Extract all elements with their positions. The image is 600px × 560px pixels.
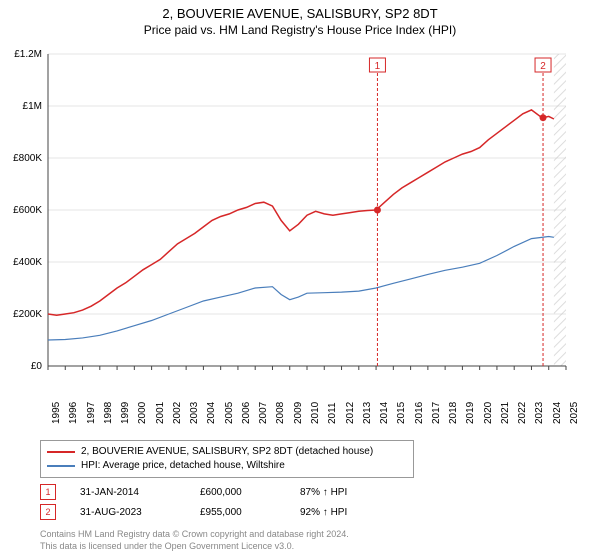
x-tick-label: 2018 — [448, 402, 459, 424]
marker-price: £955,000 — [200, 507, 300, 518]
x-axis-ticks: 1995 1996 1997 1998 1999 2000 2001 2002 2003 2004… — [6, 388, 594, 448]
svg-text:£200K: £200K — [13, 309, 42, 320]
x-tick-label: 2011 — [327, 402, 338, 424]
chart-title: 2, BOUVERIE AVENUE, SALISBURY, SP2 8DT — [0, 0, 600, 21]
x-tick-label: 2013 — [362, 402, 373, 424]
legend: 2, BOUVERIE AVENUE, SALISBURY, SP2 8DT (… — [40, 440, 414, 478]
x-tick-label: 2024 — [552, 402, 563, 424]
svg-text:£800K: £800K — [13, 153, 42, 164]
marker-badge: 1 — [40, 484, 56, 500]
legend-label: HPI: Average price, detached house, Wilt… — [81, 459, 285, 473]
x-tick-label: 2019 — [465, 402, 476, 424]
x-tick-label: 1998 — [103, 402, 114, 424]
x-tick-label: 2005 — [224, 402, 235, 424]
legend-row: 2, BOUVERIE AVENUE, SALISBURY, SP2 8DT (… — [47, 445, 407, 459]
x-tick-label: 2009 — [293, 402, 304, 424]
legend-label: 2, BOUVERIE AVENUE, SALISBURY, SP2 8DT (… — [81, 445, 373, 459]
x-tick-label: 2020 — [483, 402, 494, 424]
marker-badge: 2 — [40, 504, 56, 520]
svg-text:2: 2 — [540, 61, 546, 72]
x-tick-label: 2008 — [275, 402, 286, 424]
svg-text:£1M: £1M — [23, 101, 42, 112]
legend-swatch — [47, 465, 75, 467]
x-tick-label: 1995 — [51, 402, 62, 424]
x-tick-label: 2010 — [310, 402, 321, 424]
marker-date: 31-JAN-2014 — [80, 487, 200, 498]
marker-pct: 87% ↑ HPI — [300, 487, 400, 498]
x-tick-label: 2012 — [345, 402, 356, 424]
x-tick-label: 1997 — [86, 402, 97, 424]
footer-line-1: Contains HM Land Registry data © Crown c… — [40, 528, 349, 540]
svg-text:£1.2M: £1.2M — [14, 49, 42, 60]
x-tick-label: 2002 — [172, 402, 183, 424]
x-tick-label: 2015 — [396, 402, 407, 424]
legend-row: HPI: Average price, detached house, Wilt… — [47, 459, 407, 473]
chart-subtitle: Price paid vs. HM Land Registry's House … — [0, 21, 600, 37]
chart-container: 2, BOUVERIE AVENUE, SALISBURY, SP2 8DT P… — [0, 0, 600, 560]
legend-swatch — [47, 451, 75, 453]
x-tick-label: 2001 — [155, 402, 166, 424]
marker-table: 1 31-JAN-2014£600,00087% ↑ HPI 2 31-AUG-202… — [40, 482, 400, 522]
x-tick-label: 2025 — [569, 402, 580, 424]
x-tick-label: 2016 — [414, 402, 425, 424]
marker-pct: 92% ↑ HPI — [300, 507, 400, 518]
line-chart-svg: £0 £200K £400K £600K £800K £1M £1.2M 1 2 — [6, 46, 594, 386]
x-tick-label: 2007 — [258, 402, 269, 424]
svg-text:£600K: £600K — [13, 205, 42, 216]
x-tick-label: 2004 — [206, 402, 217, 424]
marker-price: £600,000 — [200, 487, 300, 498]
marker-row: 1 31-JAN-2014£600,00087% ↑ HPI — [40, 482, 400, 502]
x-tick-label: 2021 — [500, 402, 511, 424]
footer: Contains HM Land Registry data © Crown c… — [40, 528, 349, 552]
x-tick-label: 2006 — [241, 402, 252, 424]
x-tick-label: 2017 — [431, 402, 442, 424]
x-tick-label: 2014 — [379, 402, 390, 424]
svg-text:£0: £0 — [31, 361, 43, 372]
x-tick-label: 2003 — [189, 402, 200, 424]
x-tick-label: 2023 — [534, 402, 545, 424]
marker-date: 31-AUG-2023 — [80, 507, 200, 518]
svg-text:£400K: £400K — [13, 257, 42, 268]
x-tick-label: 1999 — [120, 402, 131, 424]
footer-line-2: This data is licensed under the Open Gov… — [40, 540, 349, 552]
x-tick-label: 2000 — [137, 402, 148, 424]
x-tick-label: 2022 — [517, 402, 528, 424]
marker-row: 2 31-AUG-2023£955,00092% ↑ HPI — [40, 502, 400, 522]
svg-text:1: 1 — [375, 61, 381, 72]
x-tick-label: 1996 — [68, 402, 79, 424]
chart-area: £0 £200K £400K £600K £800K £1M £1.2M 1 2 — [6, 46, 594, 386]
